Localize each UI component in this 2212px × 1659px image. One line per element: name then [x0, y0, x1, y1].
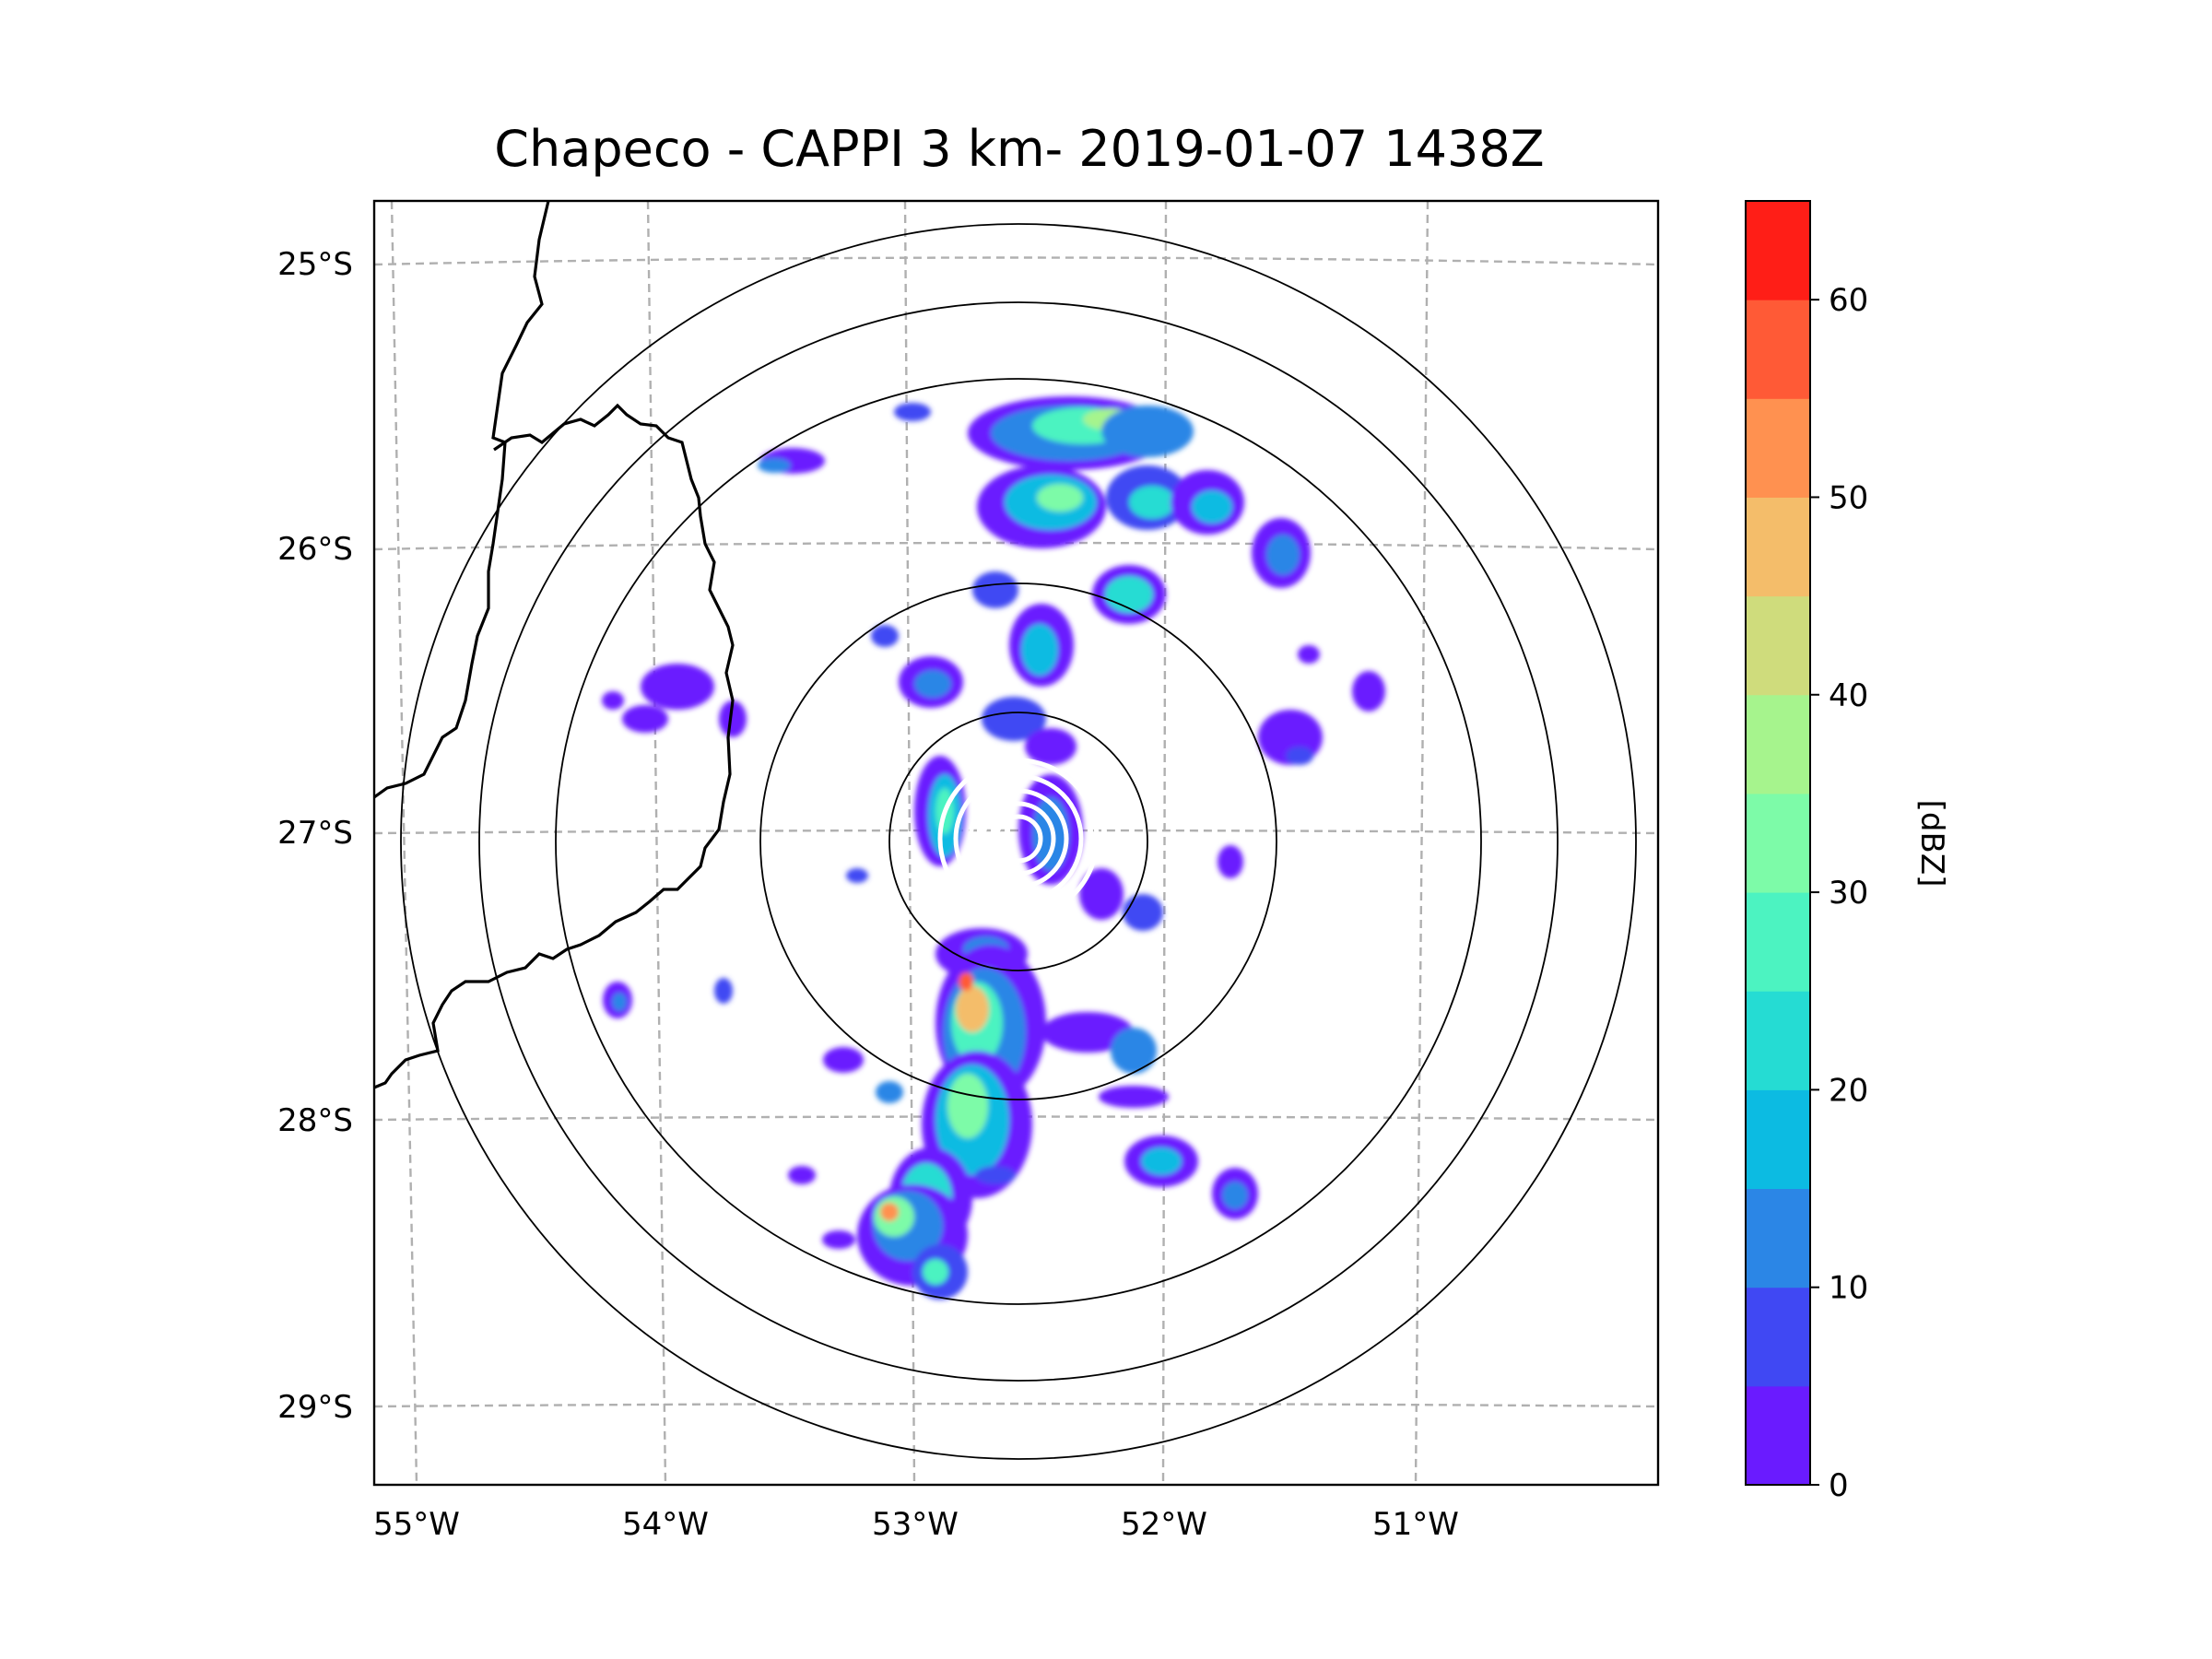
border-line	[374, 201, 550, 799]
radar-site-clutter	[937, 758, 1100, 920]
map-title: Chapeco - CAPPI 3 km- 2019-01-07 1438Z	[494, 120, 1545, 178]
colorbar-tick-label: 50	[1829, 479, 1868, 516]
gridline-lon-54	[646, 201, 667, 1485]
borders	[374, 201, 735, 1089]
colorbar-bin	[1746, 595, 1810, 696]
colorbar-bins	[1746, 201, 1810, 1486]
lat-axis: 25°S 26°S 27°S 28°S 29°S	[277, 246, 353, 1426]
lon-tick-label: 54°W	[622, 1506, 709, 1543]
map-area	[374, 201, 1658, 1485]
border-line	[374, 403, 735, 1089]
lat-tick-label: 28°S	[277, 1102, 353, 1139]
range-ring	[400, 223, 1637, 1460]
lon-axis: 55°W 54°W 53°W 52°W 51°W	[373, 1506, 1459, 1543]
colorbar-tick-label: 20	[1829, 1072, 1868, 1109]
colorbar-tick-label: 30	[1829, 875, 1868, 912]
echo-cluster-north	[758, 396, 1385, 765]
gridline-lon-55	[390, 201, 418, 1485]
range-ring	[888, 712, 1148, 971]
lat-tick-label: 25°S	[277, 246, 353, 283]
colorbar-bin	[1746, 793, 1810, 893]
map-frame	[372, 199, 1660, 1487]
range-ring	[478, 301, 1559, 1382]
colorbar-tick-label: 40	[1829, 677, 1868, 714]
lat-tick-label: 26°S	[277, 531, 353, 568]
gridline-lon-51	[1414, 201, 1430, 1485]
colorbar-bin	[1746, 892, 1810, 992]
lat-tick-label: 27°S	[277, 815, 353, 852]
lon-tick-label: 51°W	[1372, 1506, 1459, 1543]
gridline-lat-25	[374, 256, 1658, 266]
colorbar-bin	[1746, 497, 1810, 597]
colorbar-bin	[1746, 694, 1810, 794]
range-ring	[759, 582, 1277, 1100]
colorbar-bin	[1746, 1188, 1810, 1288]
colorbar-label: [dBZ]	[1913, 800, 1950, 888]
colorbar-tick-label: 10	[1829, 1270, 1868, 1307]
colorbar-bin	[1746, 300, 1810, 399]
range-rings	[400, 223, 1637, 1460]
lon-tick-label: 53°W	[872, 1506, 959, 1543]
colorbar-bin	[1746, 1089, 1810, 1190]
colorbar-bin	[1746, 1287, 1810, 1387]
lat-tick-label: 29°S	[277, 1389, 353, 1426]
colorbar: 0 10 20 30 40 50 60 [dBZ]	[1745, 200, 1950, 1504]
gridline-lat-29	[374, 1402, 1658, 1408]
lon-tick-label: 52°W	[1121, 1506, 1207, 1543]
colorbar-bin	[1746, 991, 1810, 1090]
colorbar-frame	[1745, 200, 1811, 1486]
colorbar-bin	[1746, 398, 1810, 498]
lon-tick-label: 55°W	[373, 1506, 460, 1543]
colorbar-tick-label: 0	[1829, 1467, 1849, 1504]
gridline-lat-27	[374, 829, 1658, 835]
radar-echoes	[602, 396, 1385, 1300]
echo-cluster-west	[602, 664, 747, 1018]
colorbar-tick-label: 60	[1829, 282, 1868, 319]
colorbar-bin	[1746, 201, 1810, 300]
colorbar-ticks: 0 10 20 30 40 50 60	[1810, 282, 1868, 1504]
echo-cluster-south	[788, 945, 1258, 1300]
colorbar-bin	[1746, 1385, 1810, 1486]
range-ring	[555, 378, 1482, 1305]
